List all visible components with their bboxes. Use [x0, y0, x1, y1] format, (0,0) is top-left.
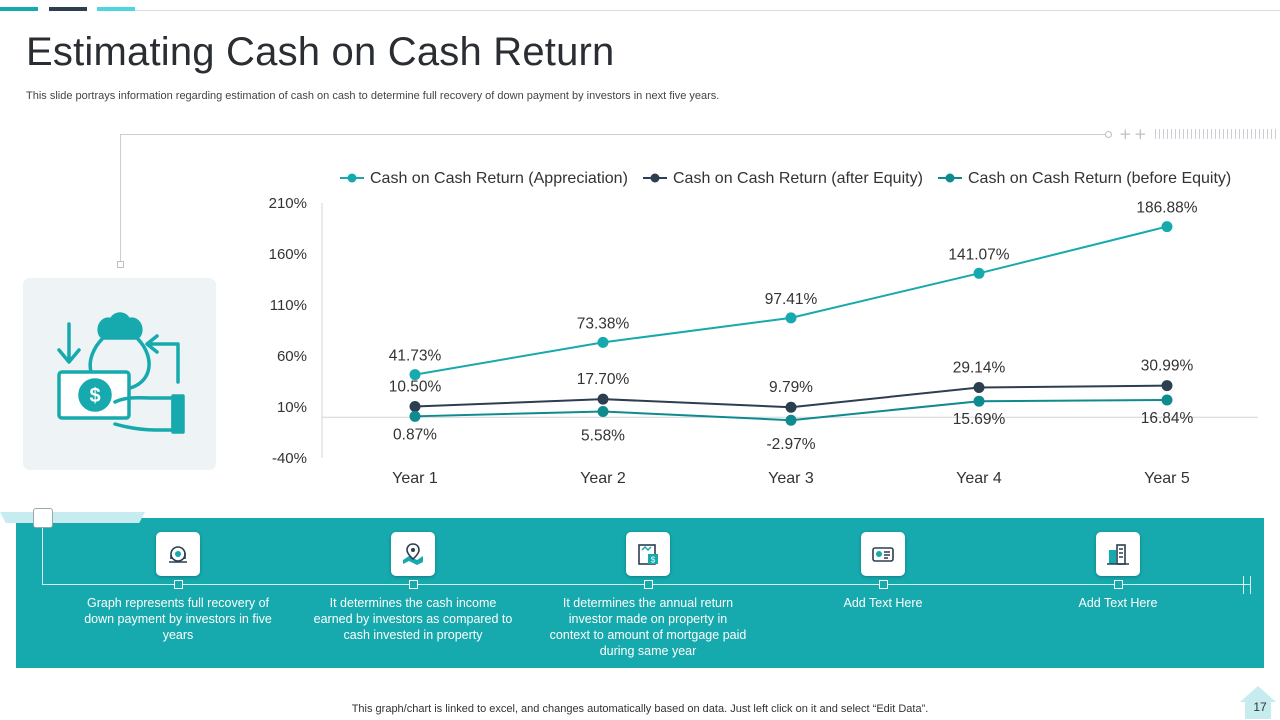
money-hand-icon-box: $ [23, 278, 216, 470]
series-3-point [1161, 394, 1173, 406]
step-4-text: Add Text Here [843, 596, 923, 610]
y-tick-label: 160% [269, 246, 307, 263]
series-2-point [409, 400, 421, 412]
band-line-vertical [42, 528, 43, 584]
step-2-node [409, 580, 418, 589]
step-5-icon-tile [1096, 532, 1140, 576]
cash-on-cash-line-chart: -40% 10% 60% 110% 160% 210% Year 1 Year 2 Year 3… [269, 170, 1258, 487]
series-2-data-label: 9.79% [769, 379, 813, 396]
page-number: 17 [1253, 700, 1267, 714]
series-3-point [597, 406, 609, 418]
series-3-point [973, 395, 985, 407]
x-tick-label: Year 4 [956, 470, 1002, 487]
series-2-point [973, 381, 985, 393]
series-1-data-label: 73.38% [577, 315, 630, 332]
series-3-data-label: 0.87% [393, 426, 437, 443]
step-4-icon-tile [861, 532, 905, 576]
series-1-data-label: 141.07% [948, 246, 1009, 263]
frame-circle [1105, 131, 1112, 138]
step-4-node [879, 580, 888, 589]
step-3-node [644, 580, 653, 589]
series-1-point [973, 267, 985, 279]
legend-swatch-marker [945, 173, 955, 183]
series-2-data-label: 10.50% [389, 378, 442, 395]
series-3-data-label: -2.97% [766, 436, 815, 453]
x-tick-label: Year 5 [1144, 470, 1190, 487]
series-3-point [409, 410, 421, 422]
series-1-point [785, 312, 797, 324]
decorative-ticks [1155, 129, 1277, 139]
series-1-point [597, 336, 609, 348]
top-accent-bar-1 [0, 7, 38, 11]
city-building-icon [1107, 544, 1129, 565]
band-line-end-tick [1243, 576, 1244, 594]
step-2-icon-tile [391, 532, 435, 576]
series-2-point [1161, 380, 1173, 392]
step-3-text: It determines the annual return investor… [549, 596, 747, 658]
y-tick-label: 110% [270, 297, 307, 314]
series-1-data-label: 41.73% [389, 348, 442, 365]
step-3-icon-tile: $ [626, 532, 670, 576]
series-1-data-label: 97.41% [765, 291, 818, 308]
footer-note: This graph/chart is linked to excel, and… [351, 703, 929, 715]
document-dollar-icon: $ [638, 544, 658, 565]
band-square-marker [33, 508, 53, 528]
series-2-data-label: 30.99% [1141, 358, 1194, 375]
home-icon[interactable] [1238, 684, 1278, 720]
series-3-data-label: 5.58% [581, 428, 625, 445]
page-title: Estimating Cash on Cash Return [26, 30, 615, 74]
series-2-point [785, 401, 797, 413]
legend-swatch-marker [347, 173, 357, 183]
id-card-icon [872, 547, 894, 562]
svg-text:$: $ [651, 556, 656, 565]
step-1-icon-tile [156, 532, 200, 576]
x-tick-label: Year 2 [580, 470, 626, 487]
top-accent-bar-2 [49, 7, 87, 11]
y-tick-label: -40% [272, 450, 307, 467]
series-1-data-label: 186.88% [1136, 200, 1197, 217]
page-subtitle: This slide portrays information regardin… [26, 90, 720, 102]
map-location-icon [403, 543, 423, 565]
plus-icon: + [1134, 125, 1147, 143]
y-tick-label: 60% [277, 348, 307, 365]
series-3-data-label: 16.84% [1141, 410, 1194, 427]
step-5-node [1114, 580, 1123, 589]
analytics-icon [169, 546, 187, 563]
top-accent-bar-3 [97, 7, 135, 11]
series-2-data-label: 17.70% [577, 371, 630, 388]
band-line-end-tick [1250, 576, 1251, 594]
step-5-text: Add Text Here [1078, 596, 1158, 610]
frame-line-vertical [120, 134, 121, 262]
frame-line-horizontal [120, 134, 1106, 135]
series-1-point [1161, 221, 1173, 233]
money-bag-hand-icon: $ [57, 312, 185, 434]
x-tick-label: Year 1 [392, 470, 438, 487]
series-3-data-label: 15.69% [953, 411, 1006, 428]
x-tick-label: Year 3 [768, 470, 814, 487]
step-2-text: It determines the cash income earned by … [313, 596, 513, 642]
y-tick-label: 10% [277, 399, 307, 416]
band-tab [0, 512, 145, 523]
series-1-point [409, 369, 421, 381]
plus-icon: + [1119, 125, 1132, 143]
legend-label: Cash on Cash Return (after Equity) [673, 170, 923, 187]
series-3-point [785, 414, 797, 426]
step-1-node [174, 580, 183, 589]
legend-label: Cash on Cash Return (before Equity) [968, 170, 1231, 187]
top-divider [135, 10, 1280, 11]
series-2-data-label: 29.14% [953, 359, 1006, 376]
svg-text:$: $ [89, 385, 100, 407]
step-1-text: Graph represents full recovery of down p… [84, 596, 272, 642]
series-2-point [597, 393, 609, 405]
frame-node [117, 261, 124, 268]
y-tick-label: 210% [269, 195, 307, 212]
legend-label: Cash on Cash Return (Appreciation) [370, 170, 628, 187]
legend-swatch-marker [650, 173, 660, 183]
